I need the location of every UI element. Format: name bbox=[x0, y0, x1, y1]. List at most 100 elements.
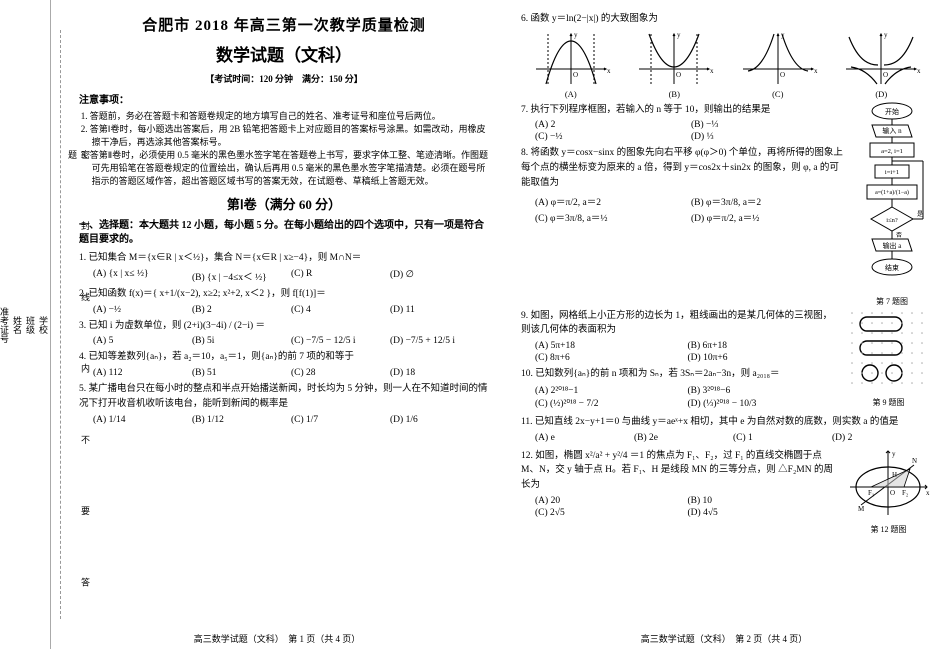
q6-graph-a: xyO (A) bbox=[521, 29, 621, 99]
q6-graphs: xyO (A) xyO (B) bbox=[521, 29, 931, 99]
svg-text:O: O bbox=[676, 71, 681, 79]
option: (D) ∅ bbox=[390, 268, 489, 284]
q9-block: 9. 如图，网格纸上小正方形的边长为 1，粗线画出的是某几何体的三视图，则该几何… bbox=[521, 307, 931, 413]
svg-text:a=(1+a)/(1−a): a=(1+a)/(1−a) bbox=[875, 189, 909, 196]
svg-text:O: O bbox=[780, 71, 785, 79]
q9-options: (A) 5π+18 (B) 6π+18 (C) 8π+6 (D) 10π+6 bbox=[535, 340, 840, 364]
option: (C) 28 bbox=[291, 367, 390, 379]
svg-text:N: N bbox=[912, 457, 917, 465]
option: (A) −½ bbox=[93, 304, 192, 316]
binding-margin: 学校 班级 姓名 准考证号 bbox=[0, 0, 51, 649]
svg-text:是: 是 bbox=[917, 211, 923, 218]
option: (D) 18 bbox=[390, 367, 489, 379]
q7-block: 7. 执行下列程序框图，若输入的 n 等于 10，则输出的结果是 (A) 2 (… bbox=[521, 101, 931, 307]
svg-text:x: x bbox=[607, 67, 611, 75]
option: (C) 4 bbox=[291, 304, 390, 316]
q6-graph-c: xyO (C) bbox=[728, 29, 828, 99]
q12-options: (A) 20 (B) 10 (C) 2√5 (D) 4√5 bbox=[535, 495, 840, 519]
notice-item: 2. 答第Ⅰ卷时，每小题选出答案后，用 2B 铅笔把答题卡上对应题目的答案标号涂… bbox=[92, 123, 489, 149]
page: 学校 班级 姓名 准考证号 密 封 线 内 不 要 答 题 合肥市 2018 年… bbox=[0, 0, 945, 649]
q11-options: (A) e (B) 2e (C) 1 (D) 2 bbox=[535, 432, 931, 444]
svg-text:i≤n?: i≤n? bbox=[886, 217, 898, 224]
question-options: (A) −½(B) 2(C) 4(D) 11 bbox=[93, 304, 489, 316]
sub-title: 数学试题（文科） bbox=[79, 41, 489, 66]
question-text: 5. 某广播电台只在每小时的整点和半点开始播送新闻，时长均为 5 分钟，则一人在… bbox=[79, 382, 489, 411]
section-1-sub: 一、选择题：本大题共 12 小题，每小题 5 分。在每小题给出的四个选项中，只有… bbox=[79, 219, 489, 247]
margin-label-name: 姓名 bbox=[11, 316, 24, 334]
margin-label-id: 准考证号 bbox=[0, 307, 11, 343]
svg-text:结束: 结束 bbox=[885, 263, 899, 272]
svg-text:x: x bbox=[926, 489, 930, 497]
question-text: 4. 已知等差数列{aₙ}，若 a₂＝10，a₅＝1，则{aₙ}的前 7 项的和… bbox=[79, 350, 489, 365]
svg-text:输入 n: 输入 n bbox=[882, 126, 902, 135]
svg-text:y: y bbox=[884, 31, 888, 39]
q12-block: 12. 如图，椭圆 x²/a² + y²/4 ＝1 的焦点为 F₁、F₂，过 F… bbox=[521, 447, 931, 535]
page-1: 合肥市 2018 年高三第一次教学质量检测 数学试题（文科） 【考试时间：120… bbox=[51, 0, 503, 649]
option: (B) 51 bbox=[192, 367, 291, 379]
option: (A) 112 bbox=[93, 367, 192, 379]
svg-text:x: x bbox=[710, 67, 714, 75]
option: (C) 1/7 bbox=[291, 414, 390, 426]
svg-text:输出 a: 输出 a bbox=[883, 241, 903, 250]
svg-text:否: 否 bbox=[896, 232, 902, 239]
question-options: (A) 5(B) 5i(C) −7/5 − 12/5 i(D) −7/5 + 1… bbox=[93, 335, 489, 347]
svg-text:x: x bbox=[917, 67, 921, 75]
svg-text:O: O bbox=[573, 71, 578, 79]
option: (C) R bbox=[291, 268, 390, 284]
q7-flowchart: 开始 输入 n a=2, i=1 i=i+1 a=(1+a)/(1−a) i≤n… bbox=[853, 101, 931, 307]
svg-text:F₂: F₂ bbox=[902, 489, 909, 497]
q6-graph-b: xyO (B) bbox=[625, 29, 725, 99]
question-options: (A) {x | x≤ ½}(B) {x | −4≤x＜ ½}(C) R(D) … bbox=[93, 268, 489, 284]
q7-options: (A) 2 (B) −⅓ (C) −½ (D) ⅓ bbox=[535, 119, 847, 143]
q12-figure: xyO F₁F₂ N M H 第 12 题图 bbox=[846, 447, 931, 535]
option: (A) 1/14 bbox=[93, 414, 192, 426]
margin-label-school: 学校 bbox=[37, 316, 50, 334]
option: (C) −7/5 − 12/5 i bbox=[291, 335, 390, 347]
option: (A) {x | x≤ ½} bbox=[93, 268, 192, 284]
q6-text: 6. 函数 y＝ln(2−|x|) 的大致图象为 bbox=[521, 12, 931, 27]
option: (D) 11 bbox=[390, 304, 489, 316]
option: (D) 1/6 bbox=[390, 414, 489, 426]
svg-text:x: x bbox=[814, 67, 818, 75]
q10-options: (A) 2²⁰¹⁸−1 (B) 3²⁰¹⁸−6 (C) (½)²⁰¹⁸ − 7/… bbox=[535, 384, 840, 410]
page-footer-2: 高三数学试题（文科） 第 2 页（共 4 页） bbox=[503, 632, 945, 645]
q12-text: 12. 如图，椭圆 x²/a² + y²/4 ＝1 的焦点为 F₁、F₂，过 F… bbox=[521, 449, 840, 493]
margin-label-class: 班级 bbox=[24, 316, 37, 334]
notice-item: 3. 答第Ⅱ卷时，必须使用 0.5 毫米的黑色墨水签字笔在答题卷上书写，要求字体… bbox=[92, 149, 489, 188]
exam-info: 【考试时间：120 分钟 满分：150 分】 bbox=[79, 72, 489, 85]
notice-list: 1. 答题前，务必在答题卡和答题卷规定的地方填写自己的姓名、准考证号和座位号后两… bbox=[79, 110, 489, 188]
q10-text: 10. 已知数列{aₙ}的前 n 项和为 Sₙ，若 3Sₙ＝2aₙ−3n，则 a… bbox=[521, 367, 840, 382]
question-text: 3. 已知 i 为虚数单位，则 (2+i)(3−4i) / (2−i) ＝ bbox=[79, 319, 489, 334]
svg-text:y: y bbox=[677, 31, 681, 39]
option: (B) 5i bbox=[192, 335, 291, 347]
svg-text:O: O bbox=[890, 489, 895, 497]
question-options: (A) 1/14(B) 1/12(C) 1/7(D) 1/6 bbox=[93, 414, 489, 426]
section-1-title: 第Ⅰ卷（满分 60 分） bbox=[79, 194, 489, 213]
q9-figure: 第 9 题图 bbox=[846, 307, 931, 413]
q11-text: 11. 已知直线 2x−y+1＝0 与曲线 y＝aeˣ+x 相切，其中 e 为自… bbox=[521, 415, 931, 430]
option: (B) {x | −4≤x＜ ½} bbox=[192, 268, 291, 284]
svg-text:M: M bbox=[858, 505, 865, 513]
svg-text:i=i+1: i=i+1 bbox=[885, 169, 899, 176]
question-text: 2. 已知函数 f(x)＝{ x+1/(x−2), x≥2; x²+2, x＜2… bbox=[79, 287, 489, 302]
page-2: 6. 函数 y＝ln(2−|x|) 的大致图象为 xyO (A) bbox=[503, 0, 945, 649]
option: (B) 2 bbox=[192, 304, 291, 316]
notice-item: 1. 答题前，务必在答题卡和答题卷规定的地方填写自己的姓名、准考证号和座位号后两… bbox=[92, 110, 489, 123]
q8-text: 8. 将函数 y＝cosx−sinx 的图象先向右平移 φ(φ＞0) 个单位，再… bbox=[521, 146, 847, 190]
svg-text:y: y bbox=[574, 31, 578, 39]
svg-text:a=2, i=1: a=2, i=1 bbox=[881, 148, 903, 155]
option: (A) 5 bbox=[93, 335, 192, 347]
main-title: 合肥市 2018 年高三第一次教学质量检测 bbox=[79, 14, 489, 35]
page-footer-1: 高三数学试题（文科） 第 1 页（共 4 页） bbox=[51, 632, 503, 645]
q9-text: 9. 如图，网格纸上小正方形的边长为 1，粗线画出的是某几何体的三视图，则该几何… bbox=[521, 309, 840, 338]
svg-text:O: O bbox=[883, 71, 888, 79]
notice-heading: 注意事项： bbox=[79, 91, 489, 106]
q6-graph-d: xyO (D) bbox=[832, 29, 932, 99]
option: (B) 1/12 bbox=[192, 414, 291, 426]
q7-text: 7. 执行下列程序框图，若输入的 n 等于 10，则输出的结果是 bbox=[521, 103, 847, 118]
svg-text:开始: 开始 bbox=[885, 107, 899, 116]
option: (D) −7/5 + 12/5 i bbox=[390, 335, 489, 347]
svg-text:y: y bbox=[892, 450, 896, 458]
q8-options: (A) φ＝π/2, a＝2 (B) φ＝3π/8, a＝2 (C) φ＝3π/… bbox=[535, 193, 847, 225]
question-options: (A) 112(B) 51(C) 28(D) 18 bbox=[93, 367, 489, 379]
